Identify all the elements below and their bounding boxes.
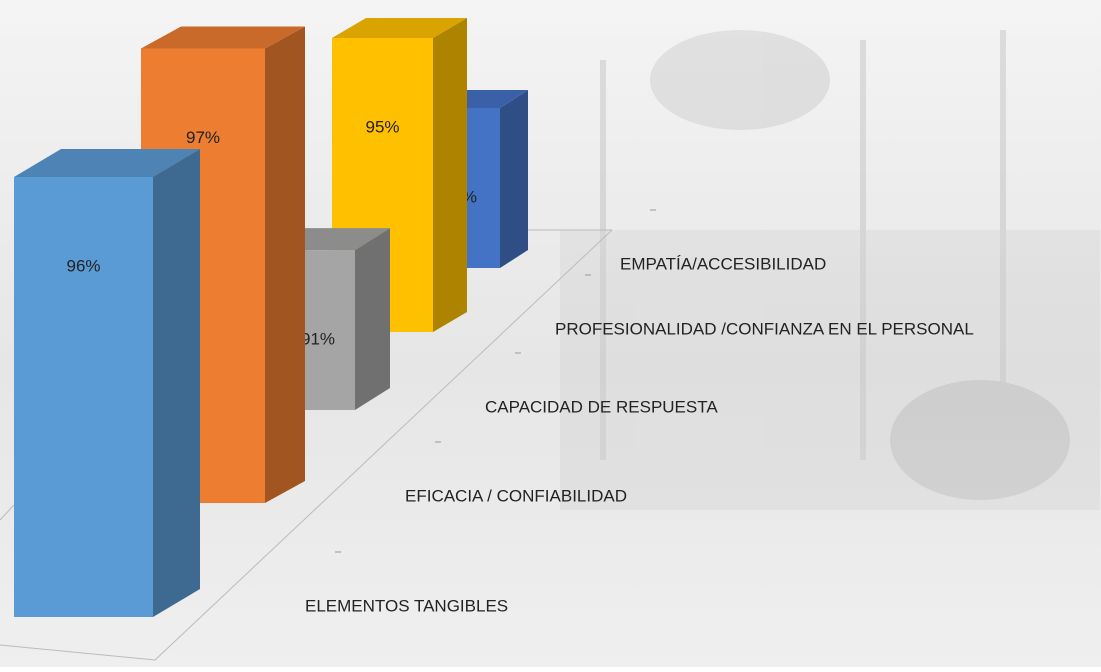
bar-side	[355, 228, 390, 410]
bar-3d: 96%	[14, 149, 200, 617]
bar	[14, 177, 153, 617]
bar-side	[153, 149, 200, 617]
bar-side	[433, 18, 467, 332]
chart: 92%95%91%97%96% ELEMENTOS TANGIBLESEFICA…	[0, 0, 1101, 667]
data-label: 95%	[365, 117, 399, 136]
data-label: 96%	[66, 256, 100, 275]
category-label: PROFESIONALIDAD /CONFIANZA EN EL PERSONA…	[555, 319, 974, 338]
data-label: 91%	[301, 330, 335, 349]
category-label: ELEMENTOS TANGIBLES	[305, 596, 508, 615]
bar-side	[500, 90, 528, 268]
category-label: EFICACIA / CONFIABILIDAD	[405, 486, 627, 505]
category-label: EMPATÍA/ACCESIBILIDAD	[620, 254, 826, 273]
category-label: CAPACIDAD DE RESPUESTA	[485, 397, 718, 416]
bar-side	[265, 27, 305, 504]
data-label: 97%	[186, 128, 220, 147]
